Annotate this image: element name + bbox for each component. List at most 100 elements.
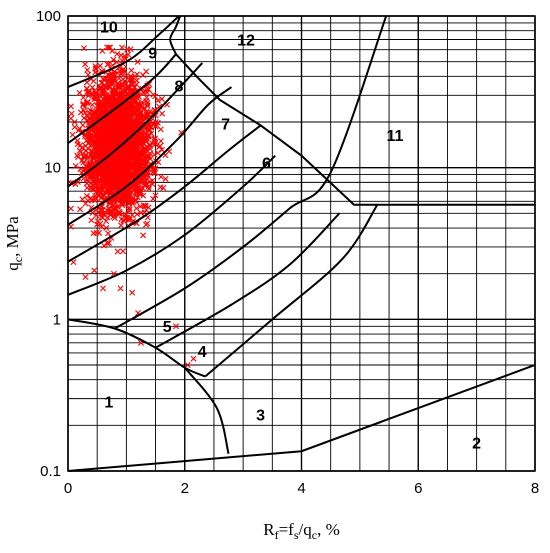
data-point [101, 242, 107, 249]
data-point [156, 143, 163, 150]
data-point [99, 120, 106, 127]
x-tick-label: 8 [531, 480, 539, 497]
data-point [184, 362, 191, 368]
data-point [131, 163, 138, 170]
data-point [132, 156, 139, 163]
data-point [111, 75, 118, 82]
zone-label: 5 [163, 319, 172, 336]
zone-boundary-b11 [67, 53, 177, 144]
zone-boundary-b14 [175, 53, 535, 206]
zone-boundary-b3 [183, 367, 230, 454]
data-point [101, 77, 108, 84]
zone-boundaries [67, 15, 536, 472]
data-point [142, 202, 149, 209]
data-point [152, 192, 159, 199]
data-point [94, 153, 101, 160]
data-point [105, 160, 112, 167]
data-point [107, 102, 114, 109]
data-point [89, 84, 96, 91]
data-point [132, 96, 139, 103]
data-point [117, 158, 123, 165]
plot-frame [67, 15, 536, 472]
data-point [111, 163, 118, 170]
zone-boundary-b6 [114, 15, 388, 330]
data-point [110, 136, 117, 143]
data-point [124, 134, 131, 141]
data-point [138, 130, 145, 137]
data-point [95, 134, 102, 141]
data-point [121, 177, 128, 184]
data-point [77, 206, 84, 213]
data-point [128, 67, 135, 74]
data-point [86, 137, 93, 144]
data-point [118, 222, 125, 229]
zone-label: 6 [262, 156, 271, 173]
data-point [86, 115, 93, 122]
data-point [120, 125, 127, 132]
data-point [142, 136, 149, 143]
data-point [107, 44, 114, 51]
data-point [157, 184, 164, 191]
data-point [80, 101, 87, 108]
data-point [93, 131, 100, 138]
data-point [115, 209, 122, 216]
data-point [145, 112, 152, 119]
data-point [98, 223, 105, 230]
data-point [111, 210, 118, 217]
data-point [131, 84, 138, 91]
zone-boundary-b12 [67, 15, 180, 88]
data-point [143, 109, 150, 116]
data-point [145, 127, 152, 134]
data-point [109, 47, 116, 54]
data-point [80, 115, 87, 122]
data-point [158, 95, 165, 102]
data-point [134, 58, 141, 65]
data-point [92, 195, 99, 202]
data-point [92, 94, 99, 101]
data-point [99, 47, 106, 54]
data-point [129, 212, 136, 219]
data-point [157, 138, 164, 145]
data-point [116, 160, 123, 167]
zone-boundary-b5 [155, 212, 341, 349]
data-point [145, 185, 152, 192]
data-point [98, 210, 105, 217]
data-point [94, 218, 101, 225]
data-point [97, 104, 104, 111]
data-point [112, 204, 119, 211]
data-point [190, 355, 197, 362]
data-point [155, 149, 161, 156]
data-point [103, 83, 110, 90]
data-point [106, 137, 113, 144]
data-point [105, 139, 112, 146]
data-point [126, 216, 133, 223]
data-point [128, 112, 135, 119]
zone-boundary-b7 [67, 154, 276, 296]
data-point [110, 56, 117, 63]
data-point [72, 163, 79, 169]
y-tick-label: 100 [36, 8, 61, 25]
x-tick-label: 4 [297, 480, 305, 497]
data-point [125, 51, 132, 58]
data-point [117, 285, 124, 292]
data-point [114, 118, 121, 125]
data-point [115, 180, 122, 187]
data-point [112, 82, 119, 89]
tick-labels: 0 2 4 6 8 0.1 1 10 100 [36, 8, 539, 497]
data-point [118, 216, 125, 223]
data-point [99, 185, 106, 192]
data-point [140, 202, 147, 209]
data-point [117, 127, 124, 134]
data-point [118, 136, 125, 143]
data-point [138, 143, 145, 150]
data-point [116, 173, 123, 180]
data-point [125, 193, 132, 200]
data-point [90, 109, 97, 116]
data-point [101, 102, 108, 109]
data-point [97, 62, 104, 69]
zone-boundary-b13 [169, 15, 182, 55]
data-point [144, 220, 151, 227]
data-point [122, 80, 129, 87]
data-point [97, 144, 104, 151]
data-point [104, 214, 111, 221]
